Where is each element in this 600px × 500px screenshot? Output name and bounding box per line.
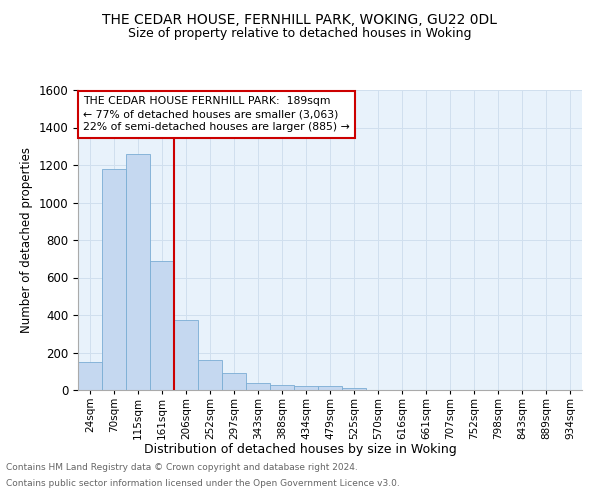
Bar <box>270 385 294 390</box>
Text: Size of property relative to detached houses in Woking: Size of property relative to detached ho… <box>128 28 472 40</box>
Bar <box>222 373 246 390</box>
Y-axis label: Number of detached properties: Number of detached properties <box>20 147 33 333</box>
Bar <box>198 360 222 390</box>
Bar <box>78 362 102 390</box>
Text: THE CEDAR HOUSE FERNHILL PARK:  189sqm
← 77% of detached houses are smaller (3,0: THE CEDAR HOUSE FERNHILL PARK: 189sqm ← … <box>83 96 350 132</box>
Bar <box>150 260 174 390</box>
Bar <box>126 154 150 390</box>
Text: Distribution of detached houses by size in Woking: Distribution of detached houses by size … <box>143 442 457 456</box>
Bar <box>318 386 342 390</box>
Bar <box>246 383 270 390</box>
Text: THE CEDAR HOUSE, FERNHILL PARK, WOKING, GU22 0DL: THE CEDAR HOUSE, FERNHILL PARK, WOKING, … <box>103 12 497 26</box>
Bar <box>102 169 126 390</box>
Bar <box>174 320 198 390</box>
Bar <box>294 386 318 390</box>
Bar <box>342 388 366 390</box>
Text: Contains public sector information licensed under the Open Government Licence v3: Contains public sector information licen… <box>6 478 400 488</box>
Text: Contains HM Land Registry data © Crown copyright and database right 2024.: Contains HM Land Registry data © Crown c… <box>6 464 358 472</box>
